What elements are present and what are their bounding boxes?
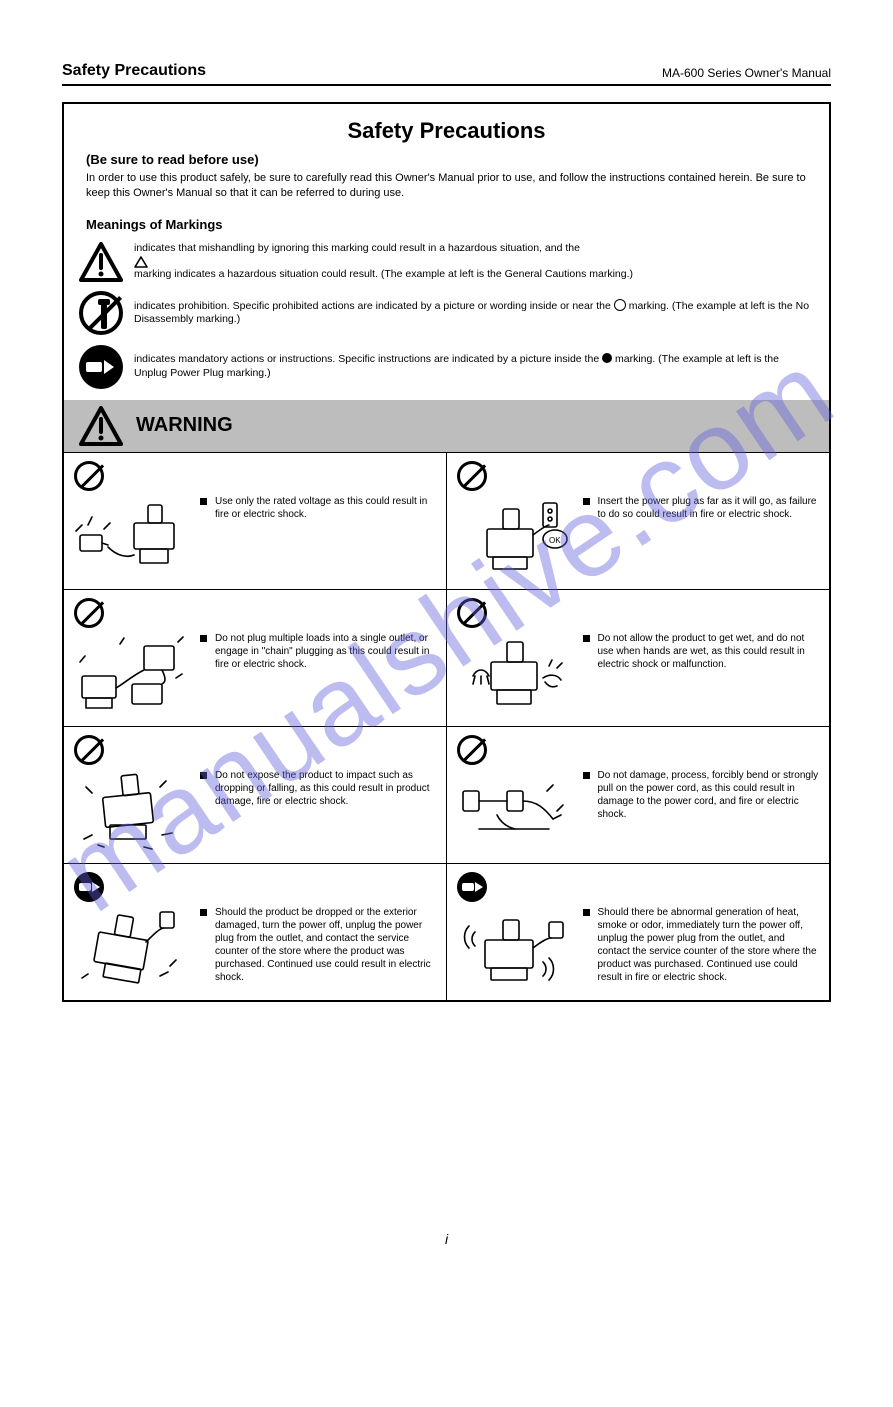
- illustration: [457, 769, 575, 855]
- cell-text: Do not allow the product to get wet, and…: [598, 632, 820, 718]
- legend-row-general-caution: indicates that mishandling by ignoring t…: [78, 238, 815, 286]
- cell-text: Do not plug multiple loads into a single…: [215, 632, 436, 718]
- prohibit-icon: [457, 461, 487, 491]
- cell-text: Do not expose the product to impact such…: [215, 769, 436, 855]
- svg-text:OK: OK: [549, 536, 561, 545]
- page-title: Safety Precautions: [64, 104, 829, 148]
- legend-row-unplug: indicates mandatory actions or instructi…: [78, 340, 815, 394]
- warning-cell: Do not allow the product to get wet, and…: [447, 589, 830, 726]
- safety-box: Safety Precautions (Be sure to read befo…: [62, 102, 831, 1002]
- page-number: i: [62, 1231, 831, 1247]
- icon-legend: indicates that mishandling by ignoring t…: [64, 238, 829, 400]
- cell-text: Use only the rated voltage as this could…: [215, 495, 436, 581]
- warning-cell: Do not expose the product to impact such…: [64, 726, 447, 863]
- bullet-icon: [200, 635, 207, 642]
- warning-cell: Should the product be dropped or the ext…: [64, 863, 447, 1000]
- mandatory-inline-icon: [602, 353, 612, 363]
- legend-row-no-disassembly: indicates prohibition. Specific prohibit…: [78, 286, 815, 340]
- triangle-warning-icon: [78, 406, 124, 446]
- unplug-icon: [78, 344, 124, 390]
- bullet-icon: [583, 498, 590, 505]
- warning-cell: Use only the rated voltage as this could…: [64, 452, 447, 589]
- legend-text: indicates that mishandling by ignoring t…: [134, 242, 815, 281]
- warning-cell: Do not plug multiple loads into a single…: [64, 589, 447, 726]
- prohibit-inline-icon: [614, 299, 626, 311]
- bullet-icon: [583, 772, 590, 779]
- prohibit-icon: [457, 735, 487, 765]
- warning-cell: OK Insert the power plug as far as it wi…: [447, 452, 830, 589]
- unplug-icon: [74, 872, 104, 902]
- unplug-icon: [457, 872, 487, 902]
- prohibit-icon: [74, 461, 104, 491]
- legend-text: indicates prohibition. Specific prohibit…: [134, 299, 815, 327]
- prohibit-icon: [74, 735, 104, 765]
- illustration: [74, 906, 192, 992]
- bullet-icon: [200, 909, 207, 916]
- warning-cell: Do not damage, process, forcibly bend or…: [447, 726, 830, 863]
- prohibit-icon: [74, 598, 104, 628]
- triangle-warning-icon: [78, 242, 124, 282]
- meanings-heading: Meanings of Markings: [64, 207, 829, 238]
- warning-grid: Use only the rated voltage as this could…: [64, 452, 829, 1000]
- bullet-icon: [200, 772, 207, 779]
- illustration: OK: [457, 495, 575, 581]
- illustration: [457, 906, 575, 992]
- cell-text: Insert the power plug as far as it will …: [598, 495, 820, 581]
- no-disassembly-icon: [78, 290, 124, 336]
- illustration: [74, 769, 192, 855]
- warning-cell: Should there be abnormal generation of h…: [447, 863, 830, 1000]
- prohibit-icon: [457, 598, 487, 628]
- bullet-icon: [200, 498, 207, 505]
- legend-text: indicates mandatory actions or instructi…: [134, 353, 815, 380]
- cell-text: Do not damage, process, forcibly bend or…: [598, 769, 820, 855]
- cell-text: Should there be abnormal generation of h…: [598, 906, 820, 992]
- intro-text: In order to use this product safely, be …: [64, 169, 829, 207]
- warning-bar: WARNING: [64, 400, 829, 452]
- triangle-inline-icon: [134, 256, 815, 268]
- page-header: Safety Precautions MA-600 Series Owner's…: [62, 48, 831, 86]
- illustration: [74, 632, 192, 718]
- page-subtitle: (Be sure to read before use): [64, 148, 829, 169]
- header-right: MA-600 Series Owner's Manual: [662, 66, 831, 80]
- bullet-icon: [583, 635, 590, 642]
- illustration: [457, 632, 575, 718]
- cell-text: Should the product be dropped or the ext…: [215, 906, 436, 992]
- bullet-icon: [583, 909, 590, 916]
- header-left: Safety Precautions: [62, 62, 206, 80]
- illustration: [74, 495, 192, 581]
- page: manualshive.com Safety Precautions MA-60…: [0, 0, 893, 1263]
- warning-label: WARNING: [136, 414, 233, 437]
